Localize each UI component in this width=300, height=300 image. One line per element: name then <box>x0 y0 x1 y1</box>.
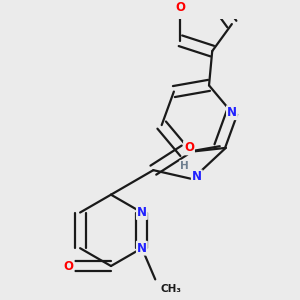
Text: O: O <box>64 260 74 272</box>
Text: O: O <box>176 1 185 14</box>
Text: N: N <box>192 170 202 183</box>
Text: O: O <box>184 141 194 154</box>
Text: N: N <box>227 106 237 119</box>
Text: H: H <box>180 161 189 171</box>
Text: CH₃: CH₃ <box>161 284 182 294</box>
Text: N: N <box>137 242 147 255</box>
Text: N: N <box>137 206 147 219</box>
